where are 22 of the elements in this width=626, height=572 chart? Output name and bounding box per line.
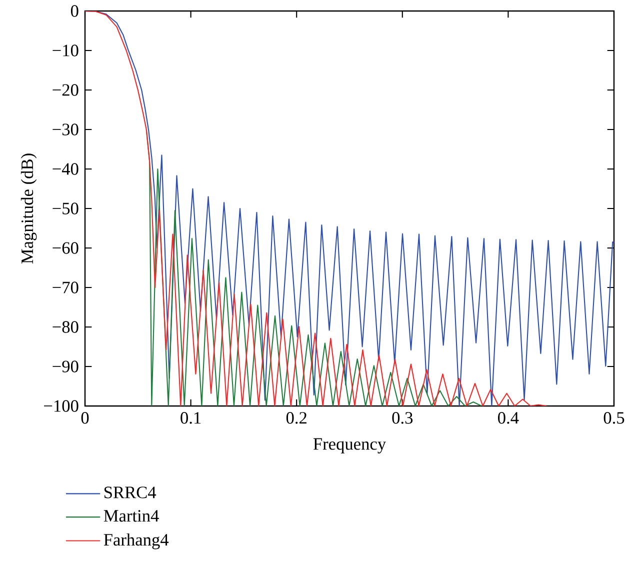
- y-tick-label: −50: [52, 202, 78, 214]
- x-tick-label: 0: [81, 412, 89, 424]
- legend-label: SRRC4: [104, 486, 156, 498]
- x-tick-label: 0.3: [392, 412, 413, 424]
- y-tick-label: −30: [52, 124, 78, 136]
- legend-label: Farhang4: [104, 533, 169, 550]
- legend-label: Martin4: [104, 510, 159, 522]
- y-tick-label: −60: [52, 242, 78, 254]
- y-tick-label: −80: [52, 321, 78, 333]
- x-tick-label: 0.4: [498, 412, 519, 424]
- y-tick-label: −90: [52, 360, 78, 372]
- x-axis-title: Frequency: [313, 438, 386, 454]
- y-tick-label: 0: [70, 5, 78, 17]
- y-tick-label: −100: [44, 400, 78, 412]
- y-tick-label: −10: [52, 44, 78, 56]
- x-tick-label: 0.1: [180, 412, 201, 424]
- y-tick-label: −40: [52, 163, 78, 175]
- y-tick-label: −20: [52, 84, 78, 96]
- y-axis-title: Magnitude (dB): [20, 154, 37, 264]
- y-tick-label: −70: [52, 282, 78, 294]
- x-tick-label: 0.2: [286, 412, 306, 424]
- x-tick-label: 0.5: [604, 412, 624, 424]
